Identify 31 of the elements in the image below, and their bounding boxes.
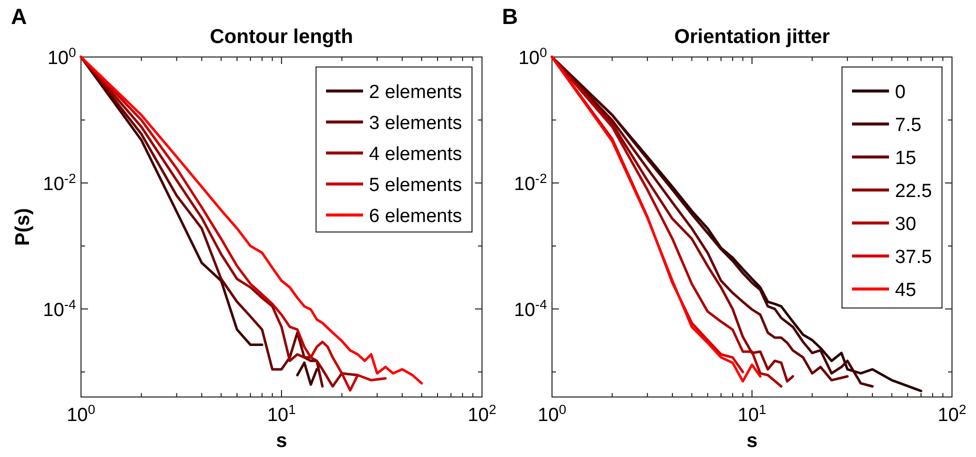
x-tick-label: 10$^{0}$ <box>538 402 566 426</box>
legend-label: 4 elements <box>369 144 462 165</box>
legend-label: 6 elements <box>369 206 462 227</box>
x-tick-label: 10$^{1}$ <box>738 402 766 426</box>
text: A <box>11 4 27 29</box>
x-axis-title: s <box>746 430 758 452</box>
x-tick-label: 10$^{2}$ <box>938 402 966 426</box>
y-axis-title: P(s) <box>12 208 34 246</box>
y-tick-label: 10$^{-4}$ <box>514 296 547 321</box>
text: B <box>502 4 518 29</box>
y-tick-label: 10$^{-4}$ <box>43 296 76 321</box>
legend-label: 37.5 <box>895 247 932 268</box>
x-tick-label: 10$^{0}$ <box>66 402 96 426</box>
legend-label: 2 elements <box>369 82 462 103</box>
legend-label: 7.5 <box>895 115 922 136</box>
y-tick-label: 10$^{-2}$ <box>514 170 547 195</box>
legend-label: 45 <box>895 280 916 301</box>
legend-label: 30 <box>895 214 916 235</box>
legend-label: 3 elements <box>369 113 462 134</box>
y-tick-label: 10$^{0}$ <box>518 44 547 69</box>
legend-label: 5 elements <box>369 175 462 196</box>
legend-label: 22.5 <box>895 181 932 202</box>
y-tick-label: 10$^{-2}$ <box>43 170 76 195</box>
legend-label: 15 <box>895 148 916 169</box>
y-tick-label: 10$^{0}$ <box>47 44 76 69</box>
x-tick-label: 10$^{2}$ <box>468 402 496 426</box>
legend-label: 0 <box>895 82 906 103</box>
x-axis-title: s <box>276 430 288 452</box>
x-tick-label: 10$^{1}$ <box>267 402 296 426</box>
chart-title: Contour length <box>210 26 354 48</box>
chart-title: Orientation jitter <box>674 26 830 48</box>
